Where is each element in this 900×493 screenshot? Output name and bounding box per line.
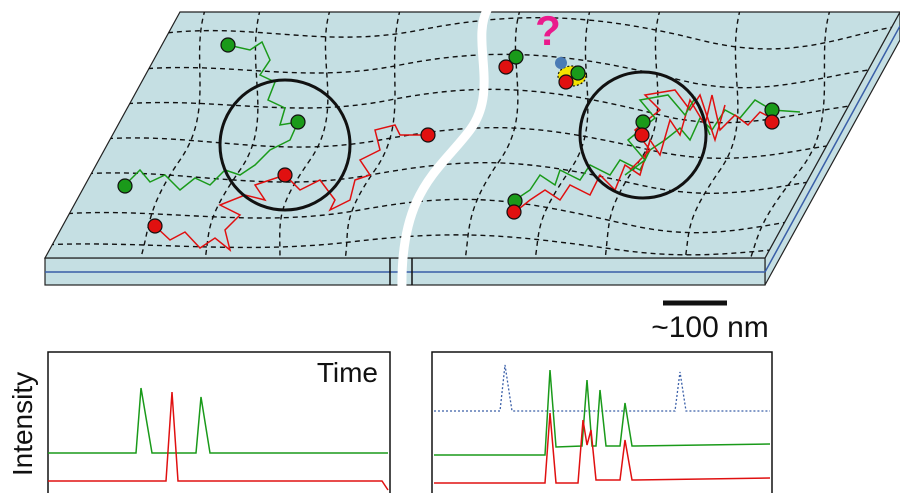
- intensity-panel: [432, 352, 772, 493]
- scale-bar-label: ~100 nm: [651, 311, 769, 344]
- membrane-slab: [45, 12, 900, 285]
- y-axis-label: Intensity: [7, 372, 38, 476]
- x-axis-label: Time: [317, 357, 378, 388]
- question-mark: ?: [535, 7, 561, 54]
- intensity-panel: Time: [48, 352, 390, 493]
- figure: ? ~100 nm Intensity Time: [0, 0, 900, 493]
